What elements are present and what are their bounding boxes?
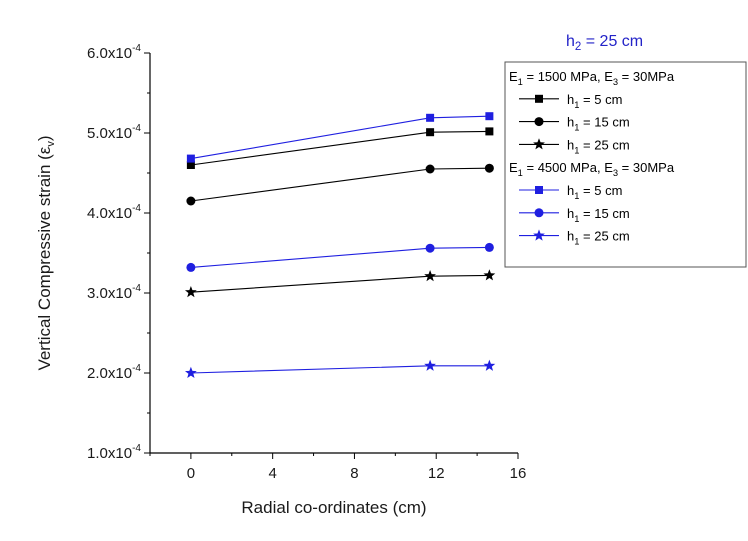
data-point	[484, 242, 494, 252]
data-point	[485, 112, 494, 121]
x-tick-label: 12	[428, 465, 445, 482]
annotation-h2: h2 = 25 cm	[566, 33, 643, 53]
legend-marker	[535, 94, 543, 103]
series-1	[186, 127, 494, 169]
x-tick-label: 0	[187, 465, 195, 482]
data-point	[483, 359, 496, 371]
data-point	[425, 164, 435, 174]
series-line	[190, 130, 490, 166]
series-3	[184, 269, 496, 298]
data-point	[426, 128, 435, 137]
legend-label: h1 = 5 cm	[567, 92, 622, 110]
series-2	[186, 163, 494, 206]
x-tick-label: 16	[510, 465, 527, 482]
legend-group-header: E1 = 1500 MPa, E3 = 30MPa	[509, 69, 675, 87]
series-line	[190, 246, 490, 268]
legend-group-header: E1 = 4500 MPa, E3 = 30MPa	[509, 160, 675, 178]
legend-item: h1 = 15 cm	[519, 206, 630, 224]
series-5	[186, 242, 494, 272]
legend: E1 = 1500 MPa, E3 = 30MPa h1 = 5 cm h1 = 1…	[504, 61, 747, 268]
data-point	[425, 243, 435, 253]
legend-item: h1 = 5 cm	[519, 183, 622, 201]
data-point	[186, 161, 195, 169]
legend-item: h1 = 15 cm	[519, 115, 630, 133]
series-line	[190, 115, 490, 160]
data-point	[186, 154, 195, 163]
legend-marker	[534, 208, 544, 218]
legend-label: h1 = 25 cm	[567, 229, 630, 247]
legend-item: h1 = 25 cm	[519, 137, 630, 155]
data-point	[485, 127, 494, 136]
legend-marker	[533, 138, 545, 150]
axes: 1.0x10-4 2.0x10-4 3.0x10-4 4.0x10-4 5.0x10-4…	[35, 43, 526, 517]
data-point	[426, 113, 435, 122]
y-tick-label: 1.0x10-4	[87, 443, 141, 462]
series-6	[184, 359, 496, 379]
data-point	[484, 163, 494, 173]
data-point	[424, 270, 436, 282]
legend-label: h1 = 15 cm	[567, 115, 630, 133]
legend-label: h1 = 15 cm	[567, 206, 630, 224]
legend-marker	[534, 117, 544, 127]
y-tick-label: 4.0x10-4	[87, 203, 141, 222]
x-tick-label: 8	[350, 465, 358, 482]
data-point	[424, 359, 436, 371]
x-tick-label: 4	[268, 465, 276, 482]
legend-marker	[533, 229, 545, 241]
series-4	[186, 112, 494, 163]
y-tick-label: 3.0x10-4	[87, 283, 141, 302]
y-tick-label: 6.0x10-4	[87, 43, 141, 62]
legend-label: h1 = 25 cm	[567, 137, 630, 155]
data-point	[186, 196, 196, 206]
data-point	[186, 262, 196, 272]
series-line	[190, 274, 490, 293]
y-tick-label: 2.0x10-4	[87, 363, 141, 382]
legend-item: h1 = 5 cm	[519, 92, 622, 110]
series-line	[190, 167, 490, 202]
legend-label: h1 = 5 cm	[567, 183, 622, 201]
annotation-layer: h2 = 25 cm	[566, 33, 643, 53]
y-tick-label: 5.0x10-4	[87, 123, 141, 142]
legend-item: h1 = 25 cm	[519, 229, 630, 247]
legend-marker	[535, 186, 543, 194]
data-point	[483, 269, 496, 281]
series-layer	[184, 112, 496, 379]
legend-box	[504, 61, 747, 268]
series-line	[190, 365, 490, 374]
data-point	[184, 286, 197, 298]
data-point	[184, 366, 197, 379]
x-axis-title: Radial co-ordinates (cm)	[241, 498, 426, 517]
y-axis-title: Vertical Compressive strain (εv)	[35, 135, 57, 370]
